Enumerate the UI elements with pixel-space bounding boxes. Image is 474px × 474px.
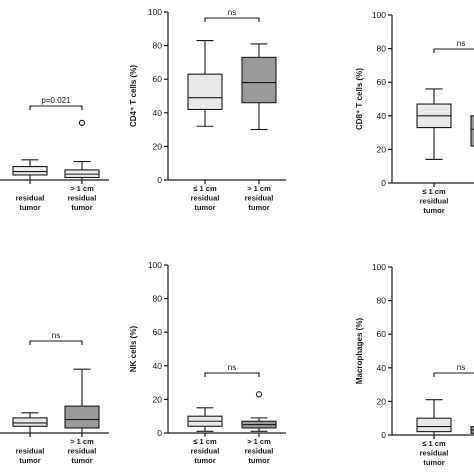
box-2	[241, 43, 277, 131]
significance-label: ns	[457, 363, 465, 372]
box-iqr	[12, 166, 48, 176]
box-iqr	[187, 73, 223, 110]
x-category-label: residual	[16, 447, 45, 456]
x-category-label: ≤ 1 cm	[193, 184, 217, 193]
x-category-label: tumor	[248, 456, 269, 465]
x-category-label: residual	[420, 197, 449, 206]
box-1	[12, 412, 48, 434]
x-category-label: residual	[191, 447, 220, 456]
x-category-label: residual	[245, 447, 274, 456]
box-iqr	[64, 405, 100, 429]
x-category-label: ≤ 1 cm	[422, 439, 446, 448]
box-2	[64, 368, 100, 434]
x-category-label: residual	[16, 194, 45, 203]
x-category-label: > 1 cm	[247, 184, 271, 193]
x-category-label: tumor	[71, 456, 92, 465]
box-1	[416, 88, 452, 161]
y-tick-label: 40	[377, 363, 387, 373]
box-2	[470, 115, 474, 147]
box-1	[187, 407, 223, 432]
y-tick-label: 80	[377, 44, 387, 54]
y-tick-label: 20	[377, 396, 387, 406]
x-category-label: > 1 cm	[70, 184, 94, 193]
box-iqr	[470, 115, 474, 147]
y-tick-label: 100	[372, 262, 386, 272]
y-tick-label: 80	[377, 296, 387, 306]
x-category-label: ≤ 1 cm	[422, 187, 446, 196]
x-category-label: tumor	[423, 458, 444, 467]
y-tick-label: 100	[372, 10, 386, 20]
x-category-label: residual	[245, 194, 274, 203]
y-tick-label: 20	[153, 141, 163, 151]
y-tick-label: 40	[153, 108, 163, 118]
y-tick-label: 60	[153, 74, 163, 84]
y-tick-label: 60	[377, 329, 387, 339]
y-tick-label: 100	[148, 260, 162, 270]
x-category-label: > 1 cm	[70, 437, 94, 446]
y-tick-label: 80	[153, 41, 163, 51]
x-category-label: ≤ 1 cm	[193, 437, 217, 446]
y-tick-label: 0	[381, 178, 386, 188]
significance-label: ns	[457, 39, 465, 48]
y-tick-label: 20	[153, 394, 163, 404]
box-iqr	[241, 56, 277, 104]
significance-bracket	[204, 17, 260, 22]
panel-bottom-right: 0 20 40 60 80 100 Macrophages (%) ns ≤ 1 cmresid…	[355, 262, 474, 467]
x-category-label: residual	[68, 194, 97, 203]
box-2	[64, 119, 100, 181]
box-2	[241, 391, 277, 432]
x-category-label: tumor	[19, 203, 40, 212]
x-category-label: tumor	[194, 456, 215, 465]
y-tick-label: 60	[153, 327, 163, 337]
y-tick-label: 40	[377, 111, 387, 121]
panel-top-right: 0 20 40 60 80 100 CD8⁺ T cells (%) ns ≤ 1 cmresi…	[355, 10, 474, 215]
outlier-point	[255, 391, 263, 398]
significance-label: p=0.021	[41, 96, 71, 105]
x-category-label: residual	[191, 194, 220, 203]
x-category-label: > 1 cm	[247, 437, 271, 446]
y-tick-label: 20	[377, 144, 387, 154]
y-tick-label: 100	[148, 7, 162, 17]
outlier-point	[78, 119, 86, 127]
x-category-label: tumor	[194, 203, 215, 212]
y-axis-label: CD4⁺ T cells (%)	[129, 65, 138, 127]
y-tick-label: 0	[157, 428, 162, 438]
significance-label: ns	[52, 331, 60, 340]
x-category-label: tumor	[71, 203, 92, 212]
box-2	[470, 426, 474, 434]
y-tick-label: 60	[377, 77, 387, 87]
box-iqr	[12, 417, 48, 427]
significance-bracket	[204, 372, 260, 377]
significance-bracket	[433, 48, 474, 53]
x-category-label: tumor	[19, 456, 40, 465]
significance-bracket	[29, 105, 83, 110]
y-axis-label: NK cells (%)	[129, 326, 138, 373]
y-axis-label: Macrophages (%)	[355, 318, 364, 385]
significance-bracket	[433, 372, 474, 377]
y-tick-label: 0	[157, 175, 162, 185]
y-tick-label: 80	[153, 294, 163, 304]
y-tick-label: 0	[381, 430, 386, 440]
box-1	[12, 159, 48, 181]
significance-label: ns	[228, 8, 236, 17]
x-category-label: residual	[68, 447, 97, 456]
x-category-label: tumor	[248, 203, 269, 212]
x-category-label: residual	[420, 449, 449, 458]
x-category-label: tumor	[423, 206, 444, 215]
significance-bracket	[29, 340, 83, 345]
box-1	[187, 40, 223, 127]
y-axis-label: CD8⁺ T cells (%)	[355, 68, 364, 130]
significance-label: ns	[228, 363, 236, 372]
y-tick-label: 40	[153, 361, 163, 371]
box-1	[416, 399, 452, 436]
box-iqr	[416, 417, 452, 433]
